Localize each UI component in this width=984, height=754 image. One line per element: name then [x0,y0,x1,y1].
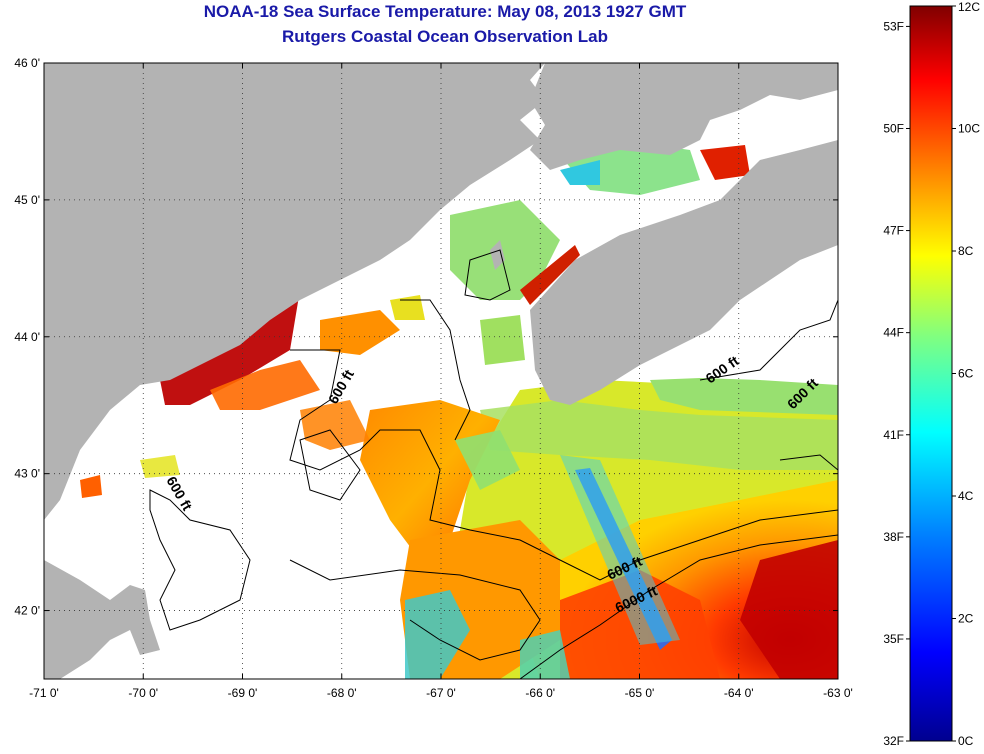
map-title: NOAA-18 Sea Surface Temperature: May 08,… [203,2,687,21]
sst-patch-cyan-north [560,160,600,185]
temperature-colorbar: 12C 10C 8C 6C 4C 2C 0C 53F 50F 47F 44F 41F 38F 35F 32F [883,0,980,748]
bathymetry-contours [149,249,838,679]
contour-600ft-gulf [289,349,838,581]
map-subtitle: Rutgers Coastal Ocean Observation Lab [282,27,608,46]
longitude-tick-label: -65 0' [625,686,655,700]
longitude-tick-label: -68 0' [327,686,357,700]
longitude-tick-label: -69 0' [228,686,258,700]
latitude-axis: 46 0' 45 0' 44 0' 43 0' 42 0' [14,56,838,618]
sst-patch-cyan-south [520,630,570,679]
sst-patch-red-minas [520,245,580,305]
land-layer [44,63,838,679]
sst-patch-yellow-wilk [140,455,180,478]
sst-swath-green-east [480,400,838,470]
fahrenheit-label: 47F [883,224,904,238]
contour-600ft-georges [289,559,541,661]
latitude-tick-label: 46 0' [14,56,40,70]
sst-patch-orange-gulf [300,400,370,450]
longitude-tick-label: -71 0' [29,686,59,700]
sst-swath-dark-corner [740,540,838,679]
contour-600ft-west [149,489,251,631]
celsius-label: 12C [958,0,980,14]
contour-600ft-mid [299,429,361,501]
sst-patch-green-mid [455,430,520,490]
celsius-label: 2C [958,612,974,626]
sst-patch-orange-coast [210,360,320,410]
land-nova-scotia [530,140,838,405]
land-new-brunswick [530,63,838,170]
land-grand-manan [490,240,505,270]
contour-600ft-scotian [699,299,838,381]
latitude-tick-label: 42 0' [14,604,40,618]
sst-patch-green-shelf [480,315,525,365]
latitude-tick-label: 44 0' [14,330,40,344]
contour-600ft-east [779,454,838,471]
fahrenheit-label: 53F [883,19,904,33]
celsius-label: 8C [958,244,974,258]
latitude-tick-label: 43 0' [14,467,40,481]
sst-swath-cyan-band [560,455,680,645]
longitude-tick-label: -70 0' [128,686,158,700]
fahrenheit-label: 44F [883,326,904,340]
colorbar-ticks: 12C 10C 8C 6C 4C 2C 0C 53F 50F 47F 44F 41F 38F 35F 32F [883,0,980,748]
longitude-tick-label: -63 0' [823,686,853,700]
celsius-label: 6C [958,367,974,381]
contour-600ft-fundy [400,299,471,441]
longitude-tick-label: -66 0' [525,686,555,700]
contour-6000ft [519,534,838,679]
colorbar-gradient [909,5,953,742]
fahrenheit-label: 32F [883,734,904,748]
sst-patch-orange-midcoast [320,310,400,355]
sst-patch-red-fundy-head [700,145,750,180]
celsius-label: 0C [958,734,974,748]
sst-patch-green-fundy [450,200,560,300]
sst-map: -71 0' -70 0' -69 0' -68 0' -67 0' -66 0' -65 … [14,56,853,700]
fahrenheit-label: 50F [883,122,904,136]
sst-patch-green-nova [650,378,838,415]
fahrenheit-label: 41F [883,428,904,442]
land-cape-cod [44,560,160,679]
celsius-label: 4C [958,489,974,503]
celsius-label: 10C [958,122,980,136]
sst-patch-yellow-midcoast [390,295,425,320]
longitude-axis: -71 0' -70 0' -69 0' -68 0' -67 0' -66 0' -65 … [29,63,853,700]
land-new-england [44,63,545,520]
longitude-tick-label: -67 0' [426,686,456,700]
sst-patch-cyan-southwest [405,590,470,679]
contour-600ft-bay [464,249,511,301]
latitude-tick-label: 45 0' [14,193,40,207]
sst-patch-orange-capecod [80,475,102,498]
fahrenheit-label: 38F [883,530,904,544]
fahrenheit-label: 35F [883,632,904,646]
longitude-tick-label: -64 0' [724,686,754,700]
